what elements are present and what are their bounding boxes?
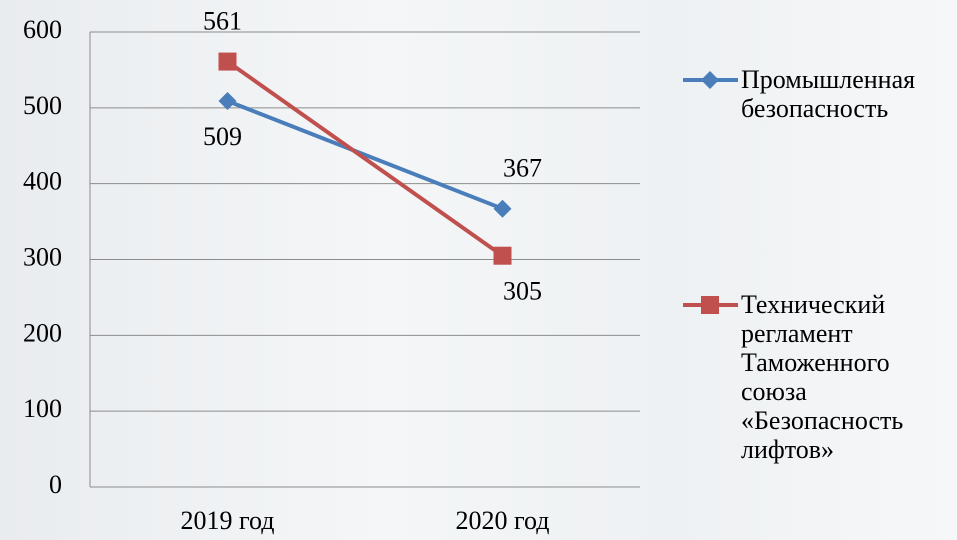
- y-tick-label: 300: [23, 242, 62, 271]
- x-tick-label: 2019 год: [181, 506, 275, 535]
- y-tick-label: 600: [23, 15, 62, 44]
- y-tick-label: 100: [23, 394, 62, 423]
- data-label: 561: [203, 7, 242, 36]
- y-tick-label: 400: [23, 167, 62, 196]
- legend-marker: [701, 71, 719, 89]
- data-point: [218, 52, 237, 71]
- series-line: [226, 99, 504, 211]
- legend-label: Промышленная безопасность: [741, 65, 916, 123]
- data-point: [493, 199, 512, 218]
- y-tick-label: 0: [49, 470, 62, 499]
- x-tick-label: 2020 год: [456, 506, 550, 535]
- data-point: [218, 92, 237, 111]
- data-label: 305: [503, 277, 542, 306]
- legend-label: Технический регламент Таможенного союза …: [741, 290, 904, 464]
- legend-marker: [701, 296, 719, 314]
- series-line: [226, 59, 504, 258]
- y-tick-label: 500: [23, 91, 62, 120]
- data-label: 367: [503, 154, 542, 183]
- y-tick-label: 200: [23, 318, 62, 347]
- data-label: 509: [203, 122, 242, 151]
- data-point: [493, 246, 512, 265]
